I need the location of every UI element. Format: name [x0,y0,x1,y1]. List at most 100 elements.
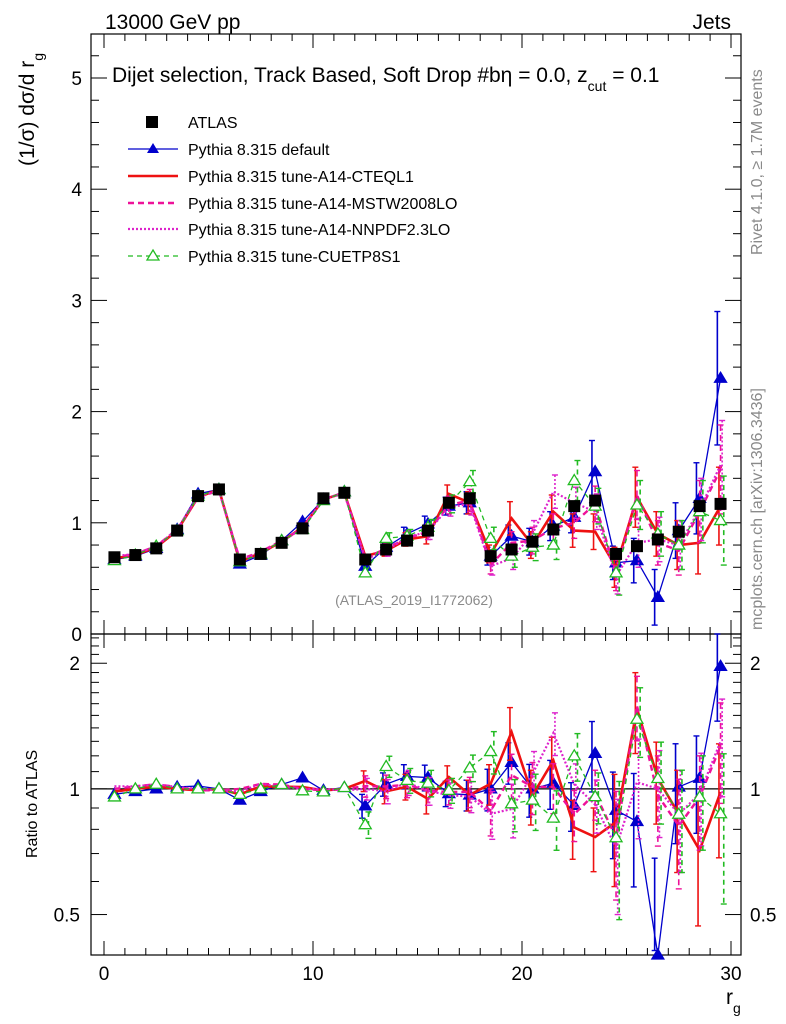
ratio-series-marker [253,781,268,794]
legend-pythia-default-label: Pythia 8.315 default [188,142,330,159]
series-atlas [108,483,727,566]
ratio-series-marker [399,773,415,786]
atlas-data-point [317,492,330,505]
legend: ATLAS Pythia 8.315 default Pythia 8.315 … [128,115,457,266]
atlas-data-point [484,550,497,563]
atlas-data-point [254,547,267,560]
series-marker [608,565,624,578]
series-marker [629,553,645,566]
atlas-data-point [610,547,623,560]
atlas-data-point [108,551,121,564]
series-marker [567,473,582,486]
atlas-data-point [275,536,288,549]
atlas-data-point [505,543,518,556]
ratio-series-marker [650,771,665,784]
series-marker [650,590,665,602]
atlas-data-point [568,500,581,513]
ratio-series-marker [588,746,603,758]
ratio-series-marker [170,781,185,794]
analysis-watermark: (ATLAS_2019_I1772062) [335,592,493,608]
plot-title-subscript: cut [588,78,607,94]
plot-title: Dijet selection, Track Based, Soft Drop … [112,64,660,94]
atlas-data-point [359,553,372,566]
series-marker [713,513,728,526]
main-y-tick-label: 3 [71,291,82,312]
atlas-data-point [212,483,225,496]
main-y-tick-label: 1 [71,514,82,535]
atlas-data-point [401,534,414,547]
main-y-axis-label: (1/σ) dσ/d rg [16,53,46,166]
ratio-series-marker [567,748,582,761]
legend-mstw-label: Pythia 8.315 tune-A14-MSTW2008LO [188,196,457,213]
series-line [114,468,722,578]
series-line [114,479,721,576]
atlas-data-point [150,542,163,555]
atlas-data-point [526,535,539,548]
x-tick-label: 10 [302,964,323,985]
plot-title-suffix: = 0.1 [606,64,659,87]
ratio-plot-marks [91,633,741,960]
series-marker [629,497,645,510]
legend-atlas-label: ATLAS [188,115,238,132]
category-label: Jets [692,11,731,34]
ratio-series-marker [525,792,540,805]
legend-pythia-default-marker [147,143,159,153]
atlas-data-point [442,496,455,509]
x-axis-label-subscript: g [733,1000,741,1016]
series-cteql1 [114,466,722,588]
ratio-series-marker [232,792,247,805]
ratio-series-marker [420,775,436,788]
ratio-y-tick-label-left: 1 [69,780,80,801]
atlas-data-point [589,494,602,507]
legend-nnpdf-label: Pythia 8.315 tune-A14-NNPDF2.3LO [188,222,450,239]
series-line [114,378,722,599]
series-marker [588,464,603,477]
main-y-axis-label-subscript: g [30,53,46,61]
ratio-series-marker [462,760,477,773]
ratio-series-line [114,666,722,956]
ratio-series-marker [483,744,498,757]
ratio-series-marker [671,806,686,819]
main-y-axis-label-text: (1/σ) dσ/d r [16,61,39,166]
atlas-data-point [463,492,476,505]
ratio-series-marker [629,711,645,724]
series-marker [462,474,477,487]
ratio-series-marker [295,770,310,783]
series-marker [671,537,686,550]
ratio-series-cuetp8s1 [107,687,728,921]
axis-ticks: 0 10 20 30 0 1 2 3 4 5 0.5 0.5 1 1 2 2 [54,34,776,985]
atlas-data-point [651,533,664,546]
legend-cuetp8s1-label: Pythia 8.315 tune-CUETP8S1 [188,249,401,266]
ratio-series-marker [713,806,728,819]
ratio-series-marker [190,781,206,794]
ratio-y-tick-label-right: 0.5 [750,906,776,927]
ratio-series-marker [629,814,645,827]
atlas-data-point [672,525,685,538]
plot-title-main: Dijet selection, Track Based, Soft Drop … [112,64,588,87]
x-axis-label-text: r [726,986,733,1009]
ratio-series-pythia_default [107,633,728,960]
atlas-data-point [171,524,184,537]
ratio-series-marker [692,789,707,802]
ratio-series-marker [588,789,603,802]
atlas-data-point [380,543,393,556]
atlas-data-point [421,524,434,537]
legend-atlas-marker [146,116,158,128]
legend-cteql1-label: Pythia 8.315 tune-A14-CTEQL1 [188,169,414,186]
x-tick-label: 30 [720,964,741,985]
ratio-panel-frame [90,633,742,956]
series-marker [546,537,561,550]
ratio-series-marker [295,783,310,796]
ratio-series-marker [379,759,394,772]
ratio-series-marker [650,947,665,960]
ratio-series-marker [358,817,373,830]
atlas-data-point [192,490,205,503]
ratio-series-marker [107,789,122,802]
ratio-series-marker [211,781,227,794]
ratio-y-tick-label-left: 2 [69,654,80,675]
mcplots-reference-label: mcplots.cern.ch [arXiv:1306.3436] [749,388,766,630]
ratio-series-marker [713,659,728,672]
ratio-series-marker [504,796,519,809]
main-y-tick-label: 0 [71,625,82,646]
